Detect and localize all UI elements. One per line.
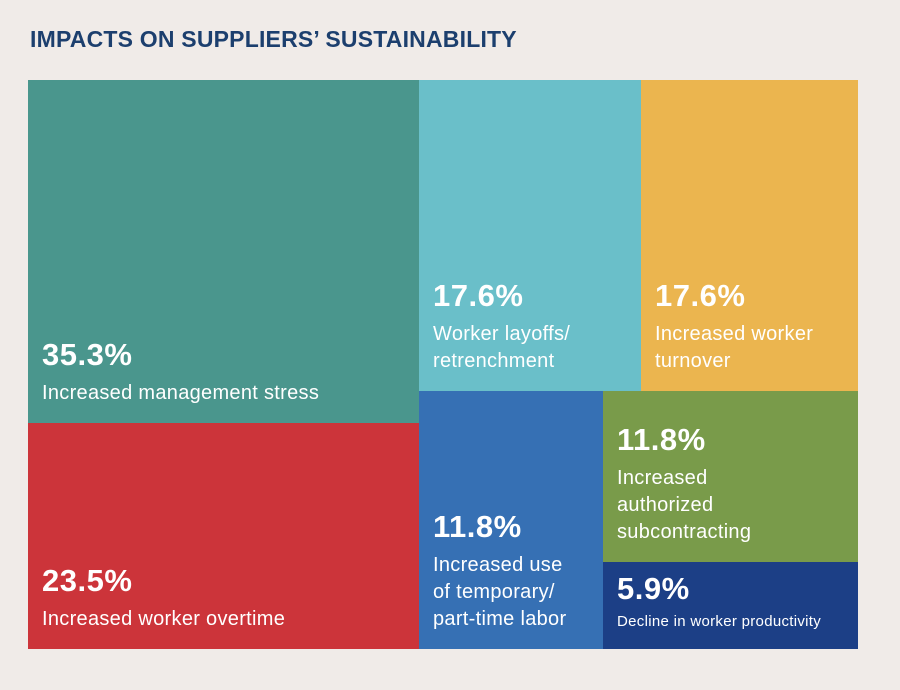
- tile-authorized-subcontracting: 11.8% Increased authorized subcontracting: [603, 391, 858, 562]
- tile-temporary-labor: 11.8% Increased use of temporary/ part-ti…: [419, 391, 603, 649]
- tile-category-label: Increased worker turnover: [655, 323, 814, 372]
- tile-worker-layoffs: 17.6% Worker layoffs/ retrenchment: [419, 80, 641, 391]
- tile-value-label: 5.9%: [617, 571, 690, 606]
- tile-text: 17.6% Worker layoffs/ retrenchment: [433, 280, 631, 375]
- tile-text: 11.8% Increased authorized subcontracting: [617, 424, 848, 546]
- tile-value-label: 17.6%: [655, 278, 746, 313]
- tile-text: 17.6% Increased worker turnover: [655, 280, 848, 375]
- tile-worker-turnover: 17.6% Increased worker turnover: [641, 80, 858, 391]
- tile-category-label: Decline in worker productivity: [617, 613, 822, 630]
- tile-management-stress: 35.3% Increased management stress: [28, 80, 419, 423]
- tile-value-label: 11.8%: [433, 509, 522, 544]
- tile-text: 11.8% Increased use of temporary/ part-ti…: [433, 511, 593, 633]
- tile-value-label: 35.3%: [42, 337, 133, 372]
- tile-worker-overtime: 23.5% Increased worker overtime: [28, 423, 419, 649]
- tile-value-label: 11.8%: [617, 422, 706, 457]
- tile-category-label: Increased management stress: [42, 382, 320, 404]
- tile-text: 35.3% Increased management stress: [42, 339, 409, 407]
- tile-category-label: Increased worker overtime: [42, 608, 286, 630]
- tile-value-label: 23.5%: [42, 563, 133, 598]
- chart-title: IMPACTS ON SUPPLIERS’ SUSTAINABILITY: [30, 26, 517, 52]
- tile-text: 23.5% Increased worker overtime: [42, 565, 409, 633]
- tile-value-label: 17.6%: [433, 278, 524, 313]
- tile-category-label: Worker layoffs/ retrenchment: [433, 323, 571, 372]
- tile-text: 5.9% Decline in worker productivity: [617, 573, 848, 631]
- tile-category-label: Increased use of temporary/ part-time la…: [433, 554, 567, 630]
- tile-worker-productivity: 5.9% Decline in worker productivity: [603, 562, 858, 649]
- tile-category-label: Increased authorized subcontracting: [617, 467, 752, 543]
